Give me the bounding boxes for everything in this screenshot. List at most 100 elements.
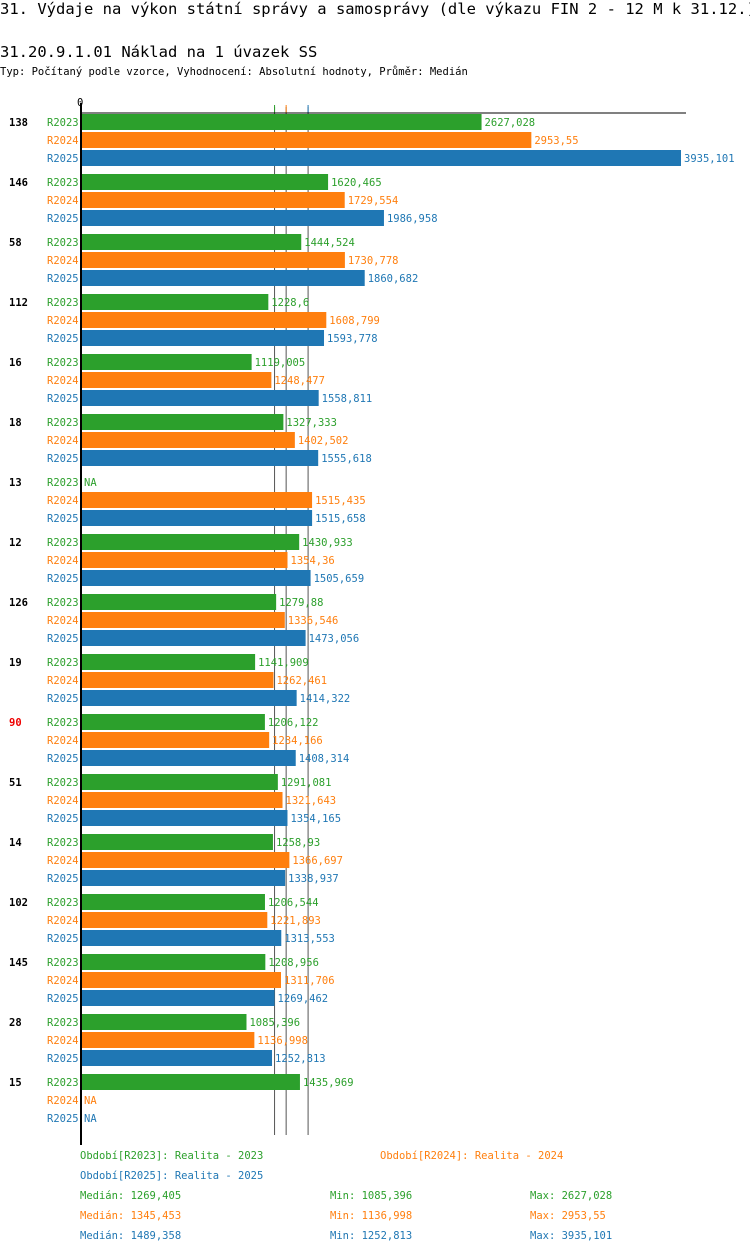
data-label: 1206,122 — [268, 717, 319, 729]
bar — [81, 672, 274, 688]
bar — [81, 114, 482, 130]
group-label: 15 — [9, 1077, 22, 1089]
min-r2025: Min: 1252,813 — [330, 1230, 413, 1242]
data-label: 1208,956 — [268, 957, 319, 969]
series-label: R2024 — [47, 435, 79, 447]
group-label: 126 — [9, 597, 28, 609]
median-r2023: Medián: 1269,405 — [80, 1190, 182, 1202]
data-label: 1279,88 — [279, 597, 323, 609]
bar — [81, 1032, 255, 1048]
data-label: 1136,998 — [257, 1035, 308, 1047]
bar — [81, 534, 300, 550]
bar — [81, 792, 283, 808]
series-label: R2025 — [47, 453, 79, 465]
bar-chart: 138 R2023 2627,028 R2024 2953,55 R2025 3935,10… — [9, 97, 735, 1145]
page-title: 31. Výdaje na výkon státní správy a samo… — [0, 0, 750, 18]
group-label: 51 — [9, 777, 22, 789]
group-label: 18 — [9, 417, 22, 429]
bar — [81, 432, 295, 448]
series-label: R2025 — [47, 573, 79, 585]
series-label: R2024 — [47, 735, 79, 747]
bar — [81, 174, 329, 190]
data-label: 1338,937 — [288, 873, 339, 885]
group-label: 146 — [9, 177, 28, 189]
min-r2024: Min: 1136,998 — [330, 1210, 413, 1222]
bar — [81, 810, 288, 826]
group-label: 90 — [9, 717, 22, 729]
bar — [81, 294, 269, 310]
data-label: 1354,165 — [290, 813, 341, 825]
series-label: R2023 — [47, 297, 79, 309]
data-label: 1620,465 — [331, 177, 382, 189]
group-label: 14 — [9, 837, 22, 849]
series-label: R2024 — [47, 615, 79, 627]
bar — [81, 312, 327, 328]
series-label: R2023 — [47, 537, 79, 549]
series-label: R2025 — [47, 513, 79, 525]
data-label: 1228,6 — [271, 297, 309, 309]
median-r2025: Medián: 1489,358 — [80, 1230, 182, 1242]
series-label: R2025 — [47, 153, 79, 165]
series-label: R2024 — [47, 555, 79, 567]
bar — [81, 630, 306, 646]
x-tick-label: 0 — [77, 97, 83, 109]
series-label: R2023 — [47, 957, 79, 969]
data-label: 1729,554 — [348, 195, 399, 207]
data-label: NA — [84, 1095, 97, 1107]
series-label: R2025 — [47, 273, 79, 285]
data-label: 1608,799 — [329, 315, 380, 327]
bar — [81, 132, 532, 148]
bar — [81, 774, 278, 790]
bar — [81, 990, 275, 1006]
group-label: 138 — [9, 117, 28, 129]
data-label: 1141,909 — [258, 657, 309, 669]
data-label: 1269,462 — [278, 993, 329, 1005]
bar — [81, 192, 345, 208]
bar — [81, 252, 345, 268]
series-label: R2023 — [47, 777, 79, 789]
series-label: R2024 — [47, 795, 79, 807]
bar — [81, 1014, 247, 1030]
series-label: R2024 — [47, 675, 79, 687]
bar — [81, 234, 302, 250]
series-label: R2023 — [47, 597, 79, 609]
data-label: 1313,553 — [284, 933, 335, 945]
series-label: R2023 — [47, 1077, 79, 1089]
series-label: R2023 — [47, 477, 79, 489]
series-label: R2025 — [47, 213, 79, 225]
series-label: R2025 — [47, 393, 79, 405]
bar — [81, 270, 365, 286]
series-label: R2025 — [47, 813, 79, 825]
data-label: 1291,081 — [281, 777, 332, 789]
data-label: 1311,706 — [284, 975, 335, 987]
legend-period-r2024: Období[R2024]: Realita - 2024 — [380, 1150, 564, 1162]
data-label: 1206,544 — [268, 897, 319, 909]
data-label: 1558,811 — [322, 393, 373, 405]
bar — [81, 834, 273, 850]
data-label: 2627,028 — [485, 117, 536, 129]
data-label: NA — [84, 477, 97, 489]
bar — [81, 930, 282, 946]
data-label: 1860,682 — [368, 273, 419, 285]
bar — [81, 330, 325, 346]
bar — [81, 954, 266, 970]
group-label: 102 — [9, 897, 28, 909]
data-label: NA — [84, 1113, 97, 1125]
data-label: 1986,958 — [387, 213, 438, 225]
data-label: 1515,658 — [315, 513, 366, 525]
data-label: 1555,618 — [321, 453, 372, 465]
series-label: R2024 — [47, 855, 79, 867]
data-label: 1258,93 — [276, 837, 320, 849]
data-label: 1234,166 — [272, 735, 323, 747]
series-label: R2023 — [47, 837, 79, 849]
bar — [81, 450, 319, 466]
bar — [81, 972, 282, 988]
data-label: 1262,461 — [276, 675, 327, 687]
bar — [81, 894, 265, 910]
bar — [81, 852, 290, 868]
bar — [81, 714, 265, 730]
group-label: 58 — [9, 237, 22, 249]
series-label: R2023 — [47, 357, 79, 369]
series-label: R2024 — [47, 195, 79, 207]
data-label: 1593,778 — [327, 333, 378, 345]
